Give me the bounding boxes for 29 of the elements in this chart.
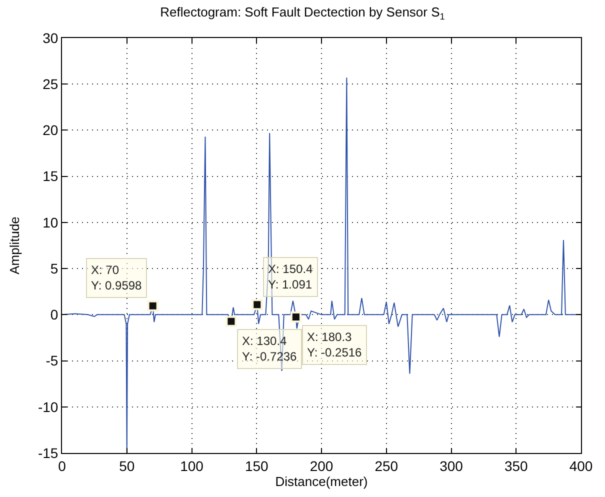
chart-title: Reflectogram: Soft Fault Dectection by Sensor S$_{1}$ [160, 4, 445, 22]
y-tick-label: 25 [42, 76, 58, 92]
y-tick-label: 15 [42, 168, 58, 184]
x-tick-label: 150 [244, 458, 269, 474]
point [252, 299, 263, 310]
y-tick-label: 5 [50, 260, 58, 276]
x-tick-label: 50 [119, 458, 135, 474]
y-tick-label: 0 [50, 306, 58, 323]
y-axis-title: Amplitude [6, 216, 22, 274]
point [147, 300, 158, 312]
y-tick-label: -10 [38, 398, 58, 415]
y-tick-label: 10 [42, 214, 58, 230]
x-tick-label: 200 [310, 458, 334, 474]
annotation: X: 70 Y: 0.9598 [91, 263, 142, 293]
annotation: X: 130.4 Y: -0.7236 [242, 334, 298, 364]
point [226, 316, 237, 327]
x-tick-label: 250 [374, 458, 398, 474]
x-tick-label: 300 [440, 458, 464, 474]
annotation: X: 180.3 Y: -0.2516 [307, 330, 362, 360]
y-tick-label: -5 [46, 352, 58, 369]
y-tick-label: 30 [42, 30, 58, 46]
x-tick-label: 400 [569, 458, 593, 474]
x-tick-label: 100 [180, 458, 204, 474]
x-axis-title: Distance(meter) [275, 474, 368, 489]
y-tick-label: -15 [38, 444, 58, 461]
y-tick-label: 20 [42, 122, 58, 138]
point [290, 311, 302, 322]
annotation: X: 150.4 Y: 1.091 [268, 262, 314, 292]
x-tick-label: 350 [504, 458, 528, 474]
